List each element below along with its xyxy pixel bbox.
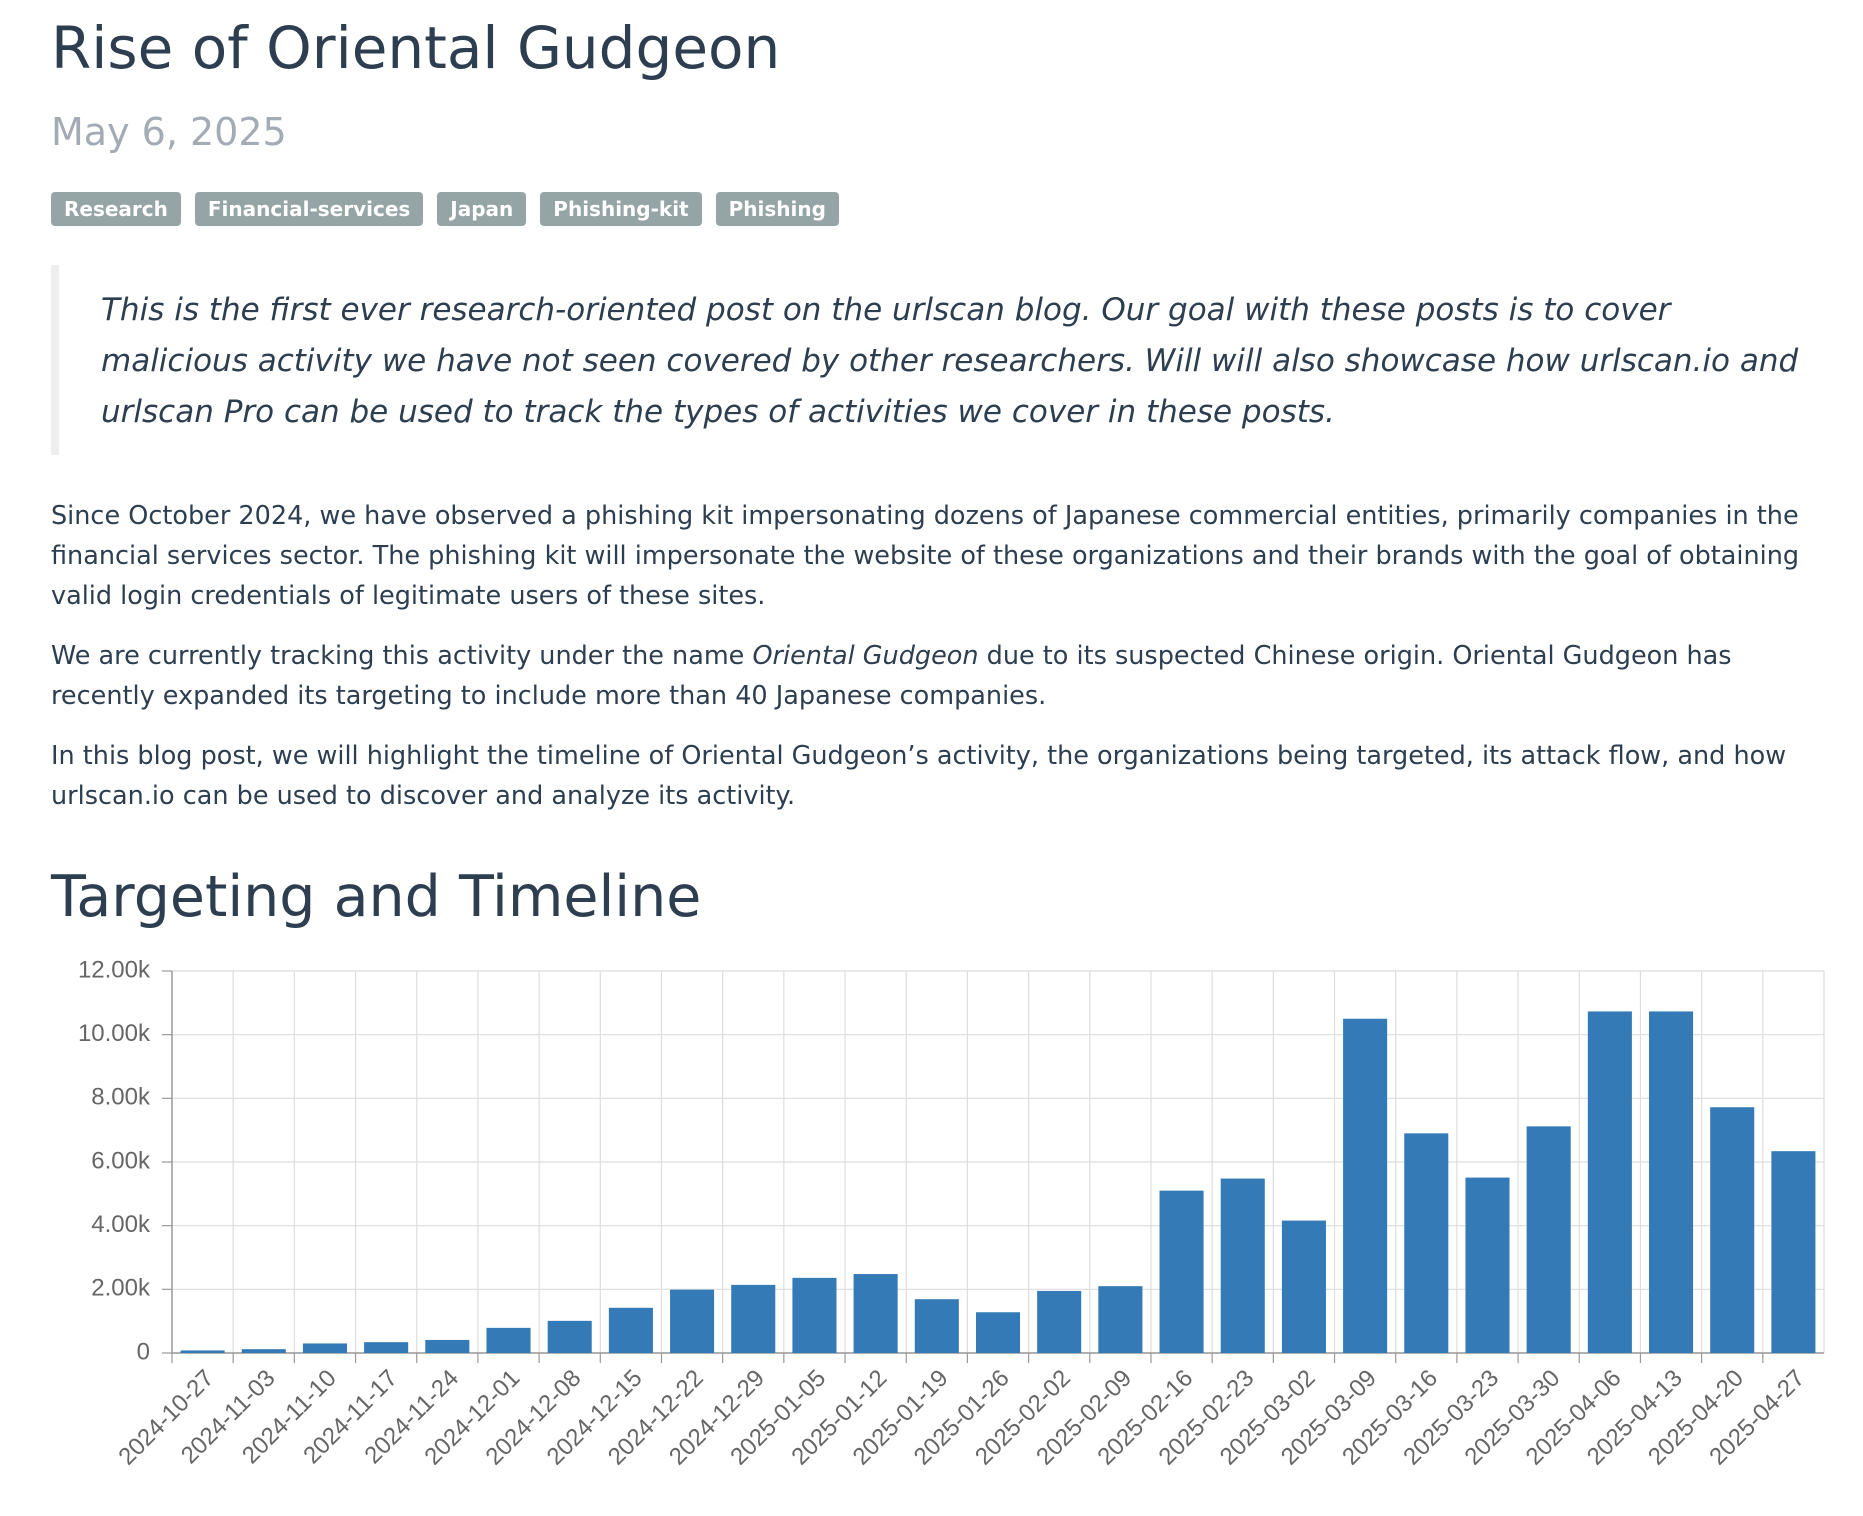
bar bbox=[1771, 1151, 1816, 1353]
y-tick-label: 4.00k bbox=[91, 1211, 151, 1238]
tag[interactable]: Japan bbox=[437, 192, 527, 226]
paragraph: In this blog post, we will highlight the… bbox=[51, 736, 1826, 816]
bar bbox=[1404, 1133, 1449, 1353]
post-date: May 6, 2025 bbox=[51, 110, 287, 154]
emphasis: Oriental Gudgeon bbox=[752, 641, 979, 671]
bar bbox=[670, 1289, 715, 1353]
tag[interactable]: Research bbox=[51, 192, 181, 226]
bar bbox=[608, 1307, 653, 1353]
y-tick-label: 10.00k bbox=[78, 1020, 151, 1047]
tag[interactable]: Phishing bbox=[715, 192, 839, 226]
y-tick-label: 2.00k bbox=[91, 1275, 151, 1302]
bar bbox=[1710, 1107, 1755, 1353]
bar bbox=[241, 1349, 286, 1353]
intro-quote: This is the first ever research-oriented… bbox=[51, 265, 1826, 455]
bar bbox=[853, 1274, 898, 1353]
bar bbox=[1281, 1220, 1326, 1353]
chart: 02.00k4.00k6.00k8.00k10.00k12.00k2024-10… bbox=[78, 956, 1825, 1471]
bar bbox=[792, 1277, 837, 1353]
y-tick-label: 0 bbox=[137, 1338, 150, 1365]
y-tick-label: 6.00k bbox=[91, 1147, 151, 1174]
bar bbox=[1159, 1190, 1204, 1353]
bar bbox=[1649, 1011, 1694, 1353]
bar bbox=[364, 1342, 409, 1353]
section-heading: Targeting and Timeline bbox=[51, 864, 702, 930]
bar bbox=[302, 1343, 347, 1353]
bar bbox=[975, 1312, 1021, 1353]
bar bbox=[1526, 1126, 1571, 1353]
bar bbox=[1343, 1018, 1388, 1353]
bar bbox=[547, 1320, 592, 1353]
tag[interactable]: Phishing-kit bbox=[540, 192, 702, 226]
bar bbox=[914, 1299, 959, 1353]
bar bbox=[1587, 1011, 1632, 1353]
paragraph: We are currently tracking this activity … bbox=[51, 636, 1826, 716]
bar bbox=[1037, 1290, 1082, 1353]
text-run: due to its suspected Chinese origin. Ori… bbox=[51, 641, 1732, 711]
tag[interactable]: Financial-services bbox=[194, 192, 424, 226]
paragraph: Since October 2024, we have observed a p… bbox=[51, 496, 1826, 616]
y-tick-label: 12.00k bbox=[78, 956, 151, 983]
bar bbox=[1465, 1177, 1510, 1353]
text-run: Since October 2024, we have observed a p… bbox=[51, 501, 1800, 611]
bar bbox=[180, 1350, 225, 1353]
text-run: In this blog post, we will highlight the… bbox=[51, 741, 1787, 811]
bar bbox=[731, 1284, 776, 1353]
bar bbox=[1220, 1178, 1265, 1353]
bar bbox=[1098, 1286, 1143, 1353]
tag-list: Research Financial-services Japan Phishing-… bbox=[51, 192, 1826, 226]
post-title: Rise of Oriental Gudgeon bbox=[51, 14, 781, 82]
bar bbox=[425, 1339, 470, 1353]
text-run: We are currently tracking this activity … bbox=[51, 641, 753, 671]
bar bbox=[486, 1327, 531, 1353]
y-tick-label: 8.00k bbox=[91, 1084, 151, 1111]
